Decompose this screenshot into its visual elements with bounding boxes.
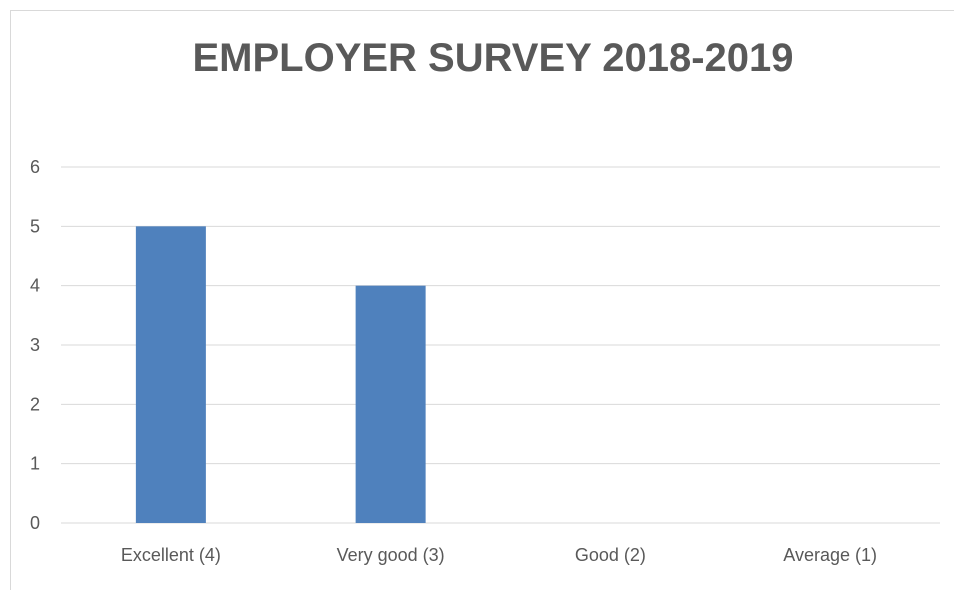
y-tick-label: 0 <box>30 513 40 533</box>
x-tick-label: Average (1) <box>783 545 877 565</box>
x-tick-label: Good (2) <box>575 545 646 565</box>
gridlines <box>61 166 940 524</box>
x-axis-ticks: Excellent (4) Very good (3) Good (2) Averag… <box>121 545 877 565</box>
y-tick-label: 5 <box>30 216 40 236</box>
x-tick-label: Excellent (4) <box>121 545 221 565</box>
y-tick-label: 3 <box>30 335 40 355</box>
bars <box>135 226 426 524</box>
y-tick-label: 4 <box>30 276 40 296</box>
y-tick-label: 1 <box>30 454 40 474</box>
x-tick-label: Very good (3) <box>337 545 445 565</box>
bar-1 <box>355 285 426 523</box>
y-tick-label: 6 <box>30 157 40 177</box>
bar-0 <box>135 226 206 524</box>
y-tick-label: 2 <box>30 394 40 414</box>
y-axis-ticks: 0 1 2 3 4 5 6 <box>30 157 40 533</box>
chart-title: EMPLOYER SURVEY 2018-2019 <box>192 36 794 80</box>
